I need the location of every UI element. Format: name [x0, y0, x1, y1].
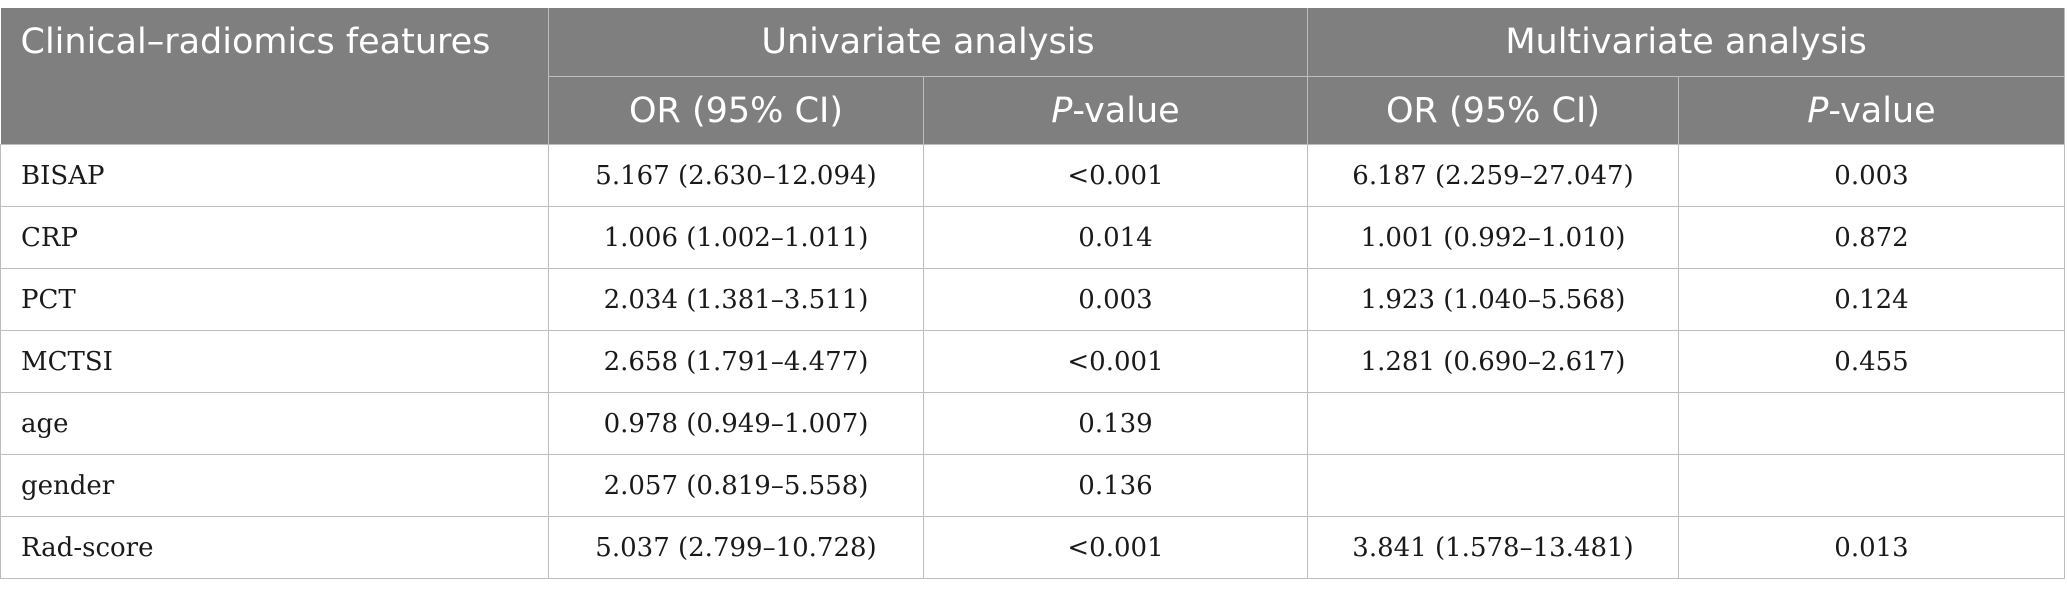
multivariate-p-cell [1678, 454, 2065, 517]
multivariate-or-cell: 6.187 (2.259–27.047) [1307, 144, 1679, 207]
feature-cell: PCT [0, 268, 549, 331]
multivariate-p-cell: 0.124 [1678, 268, 2065, 331]
table-row: BISAP 5.167 (2.630–12.094) <0.001 6.187 … [0, 144, 2065, 207]
multivariate-or-cell [1307, 392, 1679, 455]
multivariate-p-cell: 0.455 [1678, 330, 2065, 393]
univariate-or-cell: 1.006 (1.002–1.011) [548, 206, 924, 269]
univariate-or-cell: 0.978 (0.949–1.007) [548, 392, 924, 455]
p-italic: P [1051, 90, 1073, 131]
multivariate-p-cell: 0.013 [1678, 516, 2065, 579]
univariate-p-cell: 0.014 [923, 206, 1308, 269]
multivariate-p-cell [1678, 392, 2065, 455]
multivariate-or-cell: 3.841 (1.578–13.481) [1307, 516, 1679, 579]
univariate-group-header: Univariate analysis [548, 8, 1308, 77]
univariate-p-cell: <0.001 [923, 516, 1308, 579]
univariate-or-cell: 2.658 (1.791–4.477) [548, 330, 924, 393]
p-suffix: -value [1828, 90, 1936, 131]
multivariate-or-cell: 1.281 (0.690–2.617) [1307, 330, 1679, 393]
univariate-p-cell: 0.003 [923, 268, 1308, 331]
univariate-p-header: P-value [923, 76, 1308, 145]
multivariate-or-cell: 1.923 (1.040–5.568) [1307, 268, 1679, 331]
univariate-p-cell: <0.001 [923, 144, 1308, 207]
feature-cell: CRP [0, 206, 549, 269]
univariate-p-cell: 0.139 [923, 392, 1308, 455]
feature-cell: MCTSI [0, 330, 549, 393]
univariate-or-cell: 2.034 (1.381–3.511) [548, 268, 924, 331]
regression-table: Clinical–radiomics features Univariate a… [0, 8, 2065, 579]
table-row: age 0.978 (0.949–1.007) 0.139 [0, 392, 2065, 455]
univariate-p-cell: 0.136 [923, 454, 1308, 517]
feature-cell: Rad-score [0, 516, 549, 579]
multivariate-or-cell: 1.001 (0.992–1.010) [1307, 206, 1679, 269]
table-row: PCT 2.034 (1.381–3.511) 0.003 1.923 (1.0… [0, 268, 2065, 331]
univariate-or-cell: 2.057 (0.819–5.558) [548, 454, 924, 517]
multivariate-p-cell: 0.003 [1678, 144, 2065, 207]
feature-cell: BISAP [0, 144, 549, 207]
feature-cell: gender [0, 454, 549, 517]
p-italic: P [1807, 90, 1829, 131]
univariate-or-cell: 5.037 (2.799–10.728) [548, 516, 924, 579]
p-suffix: -value [1072, 90, 1180, 131]
table-row: Rad-score 5.037 (2.799–10.728) <0.001 3.… [0, 516, 2065, 579]
table-row: MCTSI 2.658 (1.791–4.477) <0.001 1.281 (… [0, 330, 2065, 393]
multivariate-p-header: P-value [1678, 76, 2065, 145]
feature-column-header: Clinical–radiomics features [0, 8, 549, 145]
multivariate-or-header: OR (95% CI) [1307, 76, 1679, 145]
multivariate-or-cell [1307, 454, 1679, 517]
univariate-p-cell: <0.001 [923, 330, 1308, 393]
table-body: BISAP 5.167 (2.630–12.094) <0.001 6.187 … [0, 144, 2065, 579]
table-row: CRP 1.006 (1.002–1.011) 0.014 1.001 (0.9… [0, 206, 2065, 269]
regression-table-container: Clinical–radiomics features Univariate a… [0, 8, 2065, 579]
feature-cell: age [0, 392, 549, 455]
table-header: Clinical–radiomics features Univariate a… [0, 8, 2065, 145]
table-row: gender 2.057 (0.819–5.558) 0.136 [0, 454, 2065, 517]
univariate-or-cell: 5.167 (2.630–12.094) [548, 144, 924, 207]
multivariate-p-cell: 0.872 [1678, 206, 2065, 269]
univariate-or-header: OR (95% CI) [548, 76, 924, 145]
multivariate-group-header: Multivariate analysis [1307, 8, 2065, 77]
